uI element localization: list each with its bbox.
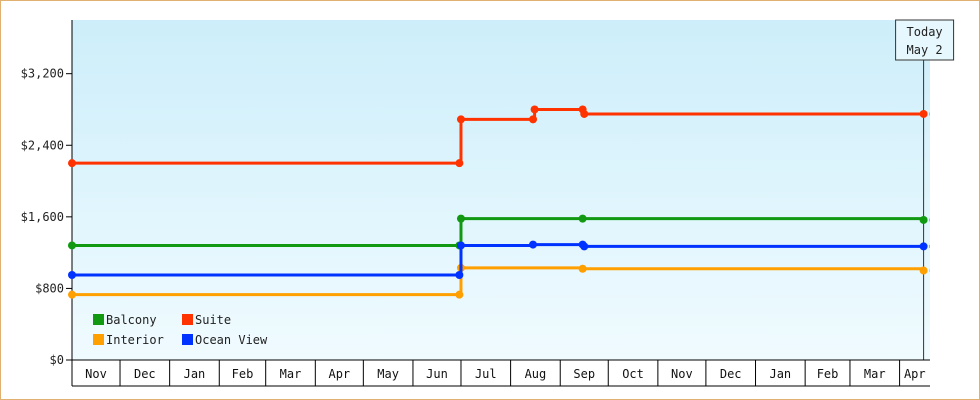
x-month-label: Feb: [232, 367, 254, 381]
x-month-label: Jul: [475, 367, 497, 381]
today-label: Today: [907, 25, 943, 39]
series-point[interactable]: [456, 241, 465, 250]
series-point[interactable]: [578, 214, 587, 223]
x-month-label: Feb: [817, 367, 839, 381]
series-point[interactable]: [68, 271, 76, 279]
series-point[interactable]: [68, 290, 76, 299]
plot-area-background: [72, 20, 930, 360]
today-date-label: May 2: [907, 43, 943, 57]
x-month-label: Mar: [280, 367, 302, 381]
legend-label: Ocean View: [195, 333, 268, 347]
series-point[interactable]: [68, 241, 76, 250]
legend-label: Balcony: [106, 313, 157, 327]
legend-label: Interior: [106, 333, 164, 347]
legend-swatch: [182, 314, 193, 325]
series-point[interactable]: [919, 109, 928, 118]
x-month-label: Dec: [134, 367, 156, 381]
y-tick-label: $0: [50, 353, 64, 367]
series-point[interactable]: [68, 159, 76, 168]
y-tick-label: $2,400: [21, 138, 64, 152]
legend-swatch: [93, 314, 104, 325]
series-point[interactable]: [580, 242, 589, 251]
series-point[interactable]: [530, 105, 539, 114]
x-month-label: Aug: [525, 367, 547, 381]
x-month-label: Nov: [671, 367, 693, 381]
legend-swatch: [182, 334, 193, 345]
series-point[interactable]: [919, 215, 928, 224]
series-point[interactable]: [456, 214, 465, 223]
x-month-label: Mar: [864, 367, 886, 381]
x-month-label: Jun: [426, 367, 448, 381]
x-month-label: Apr: [904, 367, 926, 381]
y-tick-label: $800: [35, 281, 64, 295]
series-point[interactable]: [919, 266, 928, 275]
series-point[interactable]: [580, 109, 589, 118]
x-month-label: Oct: [622, 367, 644, 381]
x-month-label: Nov: [85, 367, 107, 381]
x-month-label: Jan: [769, 367, 791, 381]
series-point[interactable]: [455, 159, 464, 168]
series-point[interactable]: [578, 264, 587, 273]
x-month-label: Sep: [573, 367, 595, 381]
x-month-label: May: [377, 367, 399, 381]
today-marker-box: [895, 19, 955, 61]
x-month-label: Dec: [720, 367, 742, 381]
y-tick-label: $1,600: [21, 210, 64, 224]
series-point[interactable]: [456, 115, 465, 124]
series-point[interactable]: [455, 290, 464, 299]
series-point[interactable]: [529, 115, 538, 124]
y-tick-label: $3,200: [21, 67, 64, 81]
series-point[interactable]: [919, 242, 928, 251]
series-point[interactable]: [455, 271, 464, 279]
legend-swatch: [93, 334, 104, 345]
legend-label: Suite: [195, 313, 231, 327]
x-month-label: Apr: [328, 367, 350, 381]
series-point[interactable]: [529, 240, 538, 249]
x-month-label: Jan: [184, 367, 206, 381]
